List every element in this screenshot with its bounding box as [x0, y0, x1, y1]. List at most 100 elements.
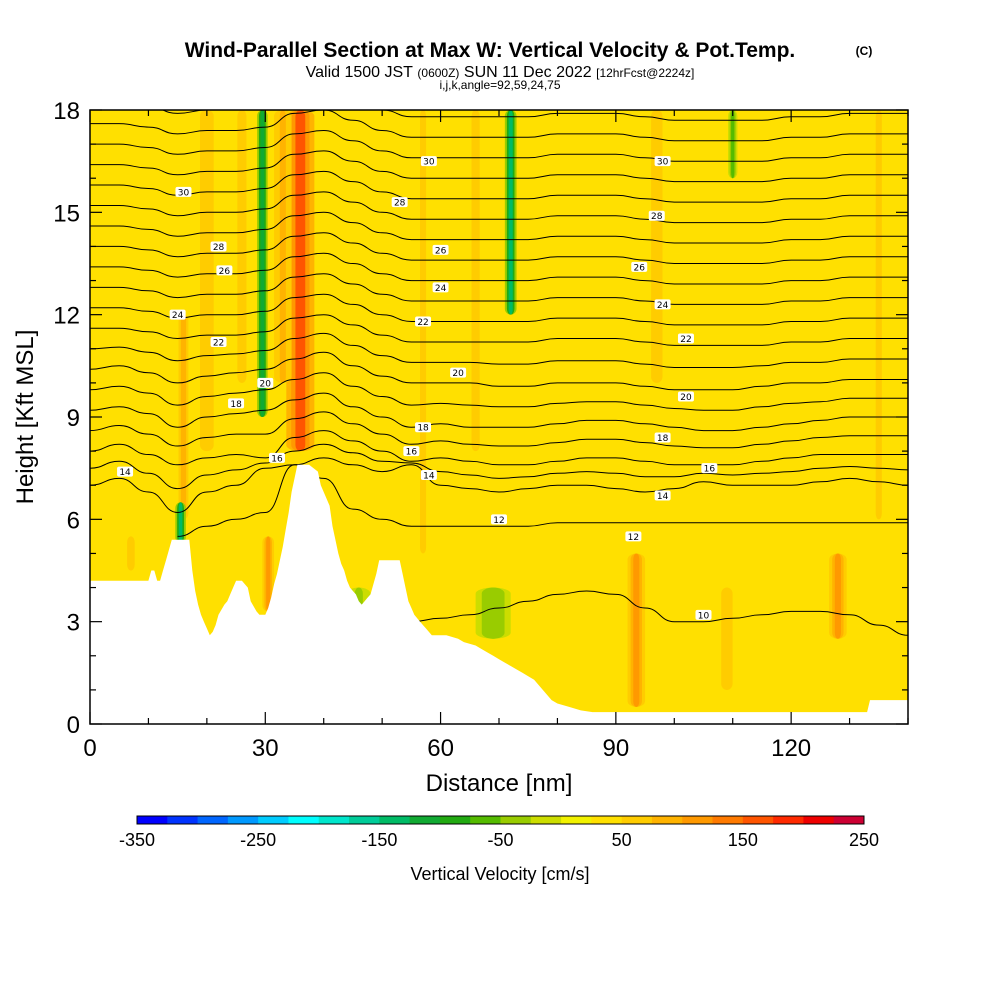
pot-temp-label-text: 20 [260, 379, 272, 389]
forecast-info: [12hrFcst@2224z] [596, 66, 694, 80]
pot-temp-contour [161, 110, 908, 121]
updraft-column [196, 110, 218, 452]
pot-temp-label-box [210, 336, 227, 347]
colorbar-tick-label: -150 [361, 830, 397, 850]
downdraft-column [257, 110, 268, 417]
pot-temp-label: 16 [268, 452, 285, 464]
pot-temp-label-text: 16 [406, 448, 418, 458]
pot-temp-label-box [625, 531, 642, 542]
updraft-column-core [266, 536, 271, 612]
pot-temp-label: 22 [415, 316, 432, 328]
pot-temp-label-box [450, 367, 467, 378]
pot-temp-label-text: 14 [423, 471, 435, 481]
pot-temp-label: 10 [695, 609, 712, 621]
pot-temp-contour [90, 211, 908, 244]
updraft-column-core [763, 110, 772, 520]
colorbar-tick-label: 250 [849, 830, 879, 850]
colorbar-swatch [137, 816, 168, 824]
pot-temp-label: 12 [491, 514, 507, 526]
y-tick-label: 18 [53, 98, 80, 125]
colorbar-swatch [439, 816, 471, 824]
pot-temp-label: 22 [677, 333, 694, 345]
colorbar-swatch [682, 816, 714, 824]
pot-temp-contour [90, 372, 908, 411]
y-axis: 0 3 6 9 12 15 18 [53, 98, 908, 739]
pot-temp-label-text: 22 [417, 318, 428, 328]
pot-temp-contour-labels: 30 28 26 24 22 20 18 16 14 30 28 26 24 22 20 18 16 14 12 30… [117, 156, 718, 621]
pot-temp-label: 26 [432, 244, 449, 256]
pot-temp-label-text: 18 [657, 434, 669, 444]
colorbar-tick-label: 150 [728, 830, 758, 850]
updraft-column [756, 110, 780, 520]
colorbar-swatch [621, 816, 653, 824]
pot-temp-label-text: 24 [657, 301, 669, 311]
updraft-column-core [180, 314, 187, 520]
updraft-column-core [834, 553, 841, 639]
pot-temp-label-text: 24 [435, 284, 447, 294]
colorbar-swatch [530, 816, 562, 824]
pot-temp-label-box [677, 333, 694, 344]
pot-temp-label-text: 26 [435, 246, 447, 256]
chart-title-block: Wind-Parallel Section at Max W: Vertical… [185, 39, 873, 92]
updraft-column-core [633, 553, 640, 707]
pot-temp-label: 18 [654, 432, 671, 444]
colorbar-tick-label: -50 [487, 830, 513, 850]
pot-temp-label-box [654, 299, 671, 310]
colorbar-tick-label: -250 [240, 830, 276, 850]
pot-temp-label-text: 20 [680, 393, 692, 403]
colorbar-swatch [288, 816, 320, 824]
colorbar: -350 -250 -150 -50 50 150 250 [119, 815, 879, 850]
pot-temp-label-text: 12 [493, 516, 504, 526]
updraft-column [414, 110, 432, 554]
pot-temp-label-box [117, 466, 134, 477]
pot-temp-label: 12 [625, 531, 642, 543]
updraft-column-core [875, 110, 882, 520]
pot-temp-contour [90, 332, 908, 368]
updraft-column [175, 314, 192, 520]
pot-temp-label-text: 18 [230, 400, 242, 410]
pot-temp-label-text: 30 [423, 158, 435, 168]
downdraft-column-core [508, 110, 513, 315]
colorbar-swatch [197, 816, 229, 824]
pot-temp-contour [90, 411, 908, 449]
pot-temp-label-box [677, 391, 694, 402]
colorbar-swatch [651, 816, 683, 824]
y-tick-label: 6 [67, 507, 80, 534]
pot-temp-contour [90, 129, 908, 162]
pot-temp-contour [90, 110, 908, 142]
pot-temp-label: 24 [654, 299, 671, 311]
x-tick-label: 90 [603, 735, 630, 762]
pot-temp-label-box [654, 432, 671, 443]
downdraft-column-core [260, 110, 265, 417]
y-tick-label: 12 [53, 303, 80, 330]
pot-temp-label-text: 24 [172, 311, 184, 321]
x-tick-label: 30 [252, 735, 279, 762]
pot-temp-contour [90, 443, 908, 490]
valid-utc: (0600Z) [417, 66, 459, 80]
updraft-column [627, 553, 646, 707]
pot-temp-contour [90, 293, 908, 326]
pot-temp-label-text: 26 [634, 263, 646, 273]
pot-temp-label: 24 [169, 309, 186, 321]
downdraft-column [175, 502, 186, 544]
pot-temp-label-box [175, 186, 192, 197]
pot-temp-label-box [432, 244, 449, 255]
y-tick-label: 9 [67, 405, 80, 432]
pot-temp-label-box [210, 241, 227, 252]
colorbar-swatch [803, 816, 835, 824]
pot-temp-label-box [257, 377, 274, 388]
colorbar-swatch [500, 816, 532, 824]
terrain [90, 464, 908, 724]
pot-temp-label-text: 28 [651, 212, 663, 222]
pot-temp-label-text: 18 [417, 424, 429, 434]
colorbar-frame [136, 815, 865, 825]
downdraft-column [475, 587, 511, 639]
pot-temp-label-box [391, 197, 408, 208]
pot-temp-label: 20 [257, 377, 274, 389]
pot-temp-contour [90, 191, 908, 224]
colorbar-swatch [773, 816, 804, 824]
pot-temp-label: 18 [415, 422, 432, 434]
updraft-column-core [723, 587, 730, 690]
downdraft-column-core [487, 587, 500, 639]
